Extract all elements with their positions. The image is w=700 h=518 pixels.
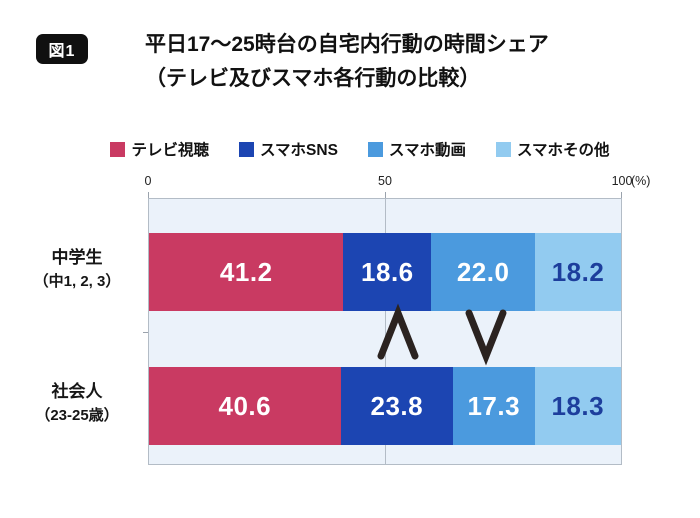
legend-item-video: スマホ動画 — [367, 138, 466, 160]
segment-value-label: 41.2 — [219, 256, 273, 287]
segment-value-label: 18.3 — [551, 390, 605, 421]
bar-segment: 41.2 — [149, 233, 344, 311]
legend-swatch-sns — [239, 141, 254, 157]
segment-value-label: 22.0 — [456, 256, 510, 287]
bar-segment: 18.2 — [535, 233, 621, 311]
legend-swatch-tv — [110, 141, 126, 157]
bar-segment: 40.6 — [149, 367, 341, 445]
segment-value-label: 17.3 — [467, 390, 521, 421]
x-axis-tick-100: 100 — [611, 174, 633, 188]
chart-title-line1: 平日17〜25時台の自宅内行動の時間シェア — [145, 33, 549, 56]
bar-segment: 18.6 — [343, 233, 432, 311]
legend-item-tv: テレビ視聴 — [110, 138, 209, 160]
category-label-workers-line2: （23-25歳） — [35, 406, 119, 424]
figure-number-badge: 図1 — [36, 34, 88, 64]
legend-swatch-video — [367, 141, 383, 157]
segment-value-label: 18.2 — [551, 256, 605, 287]
segment-value-label: 18.6 — [361, 256, 414, 287]
category-label-students-line1: 中学生 — [51, 248, 103, 267]
legend-item-sns: スマホSNS — [239, 138, 338, 160]
legend-label-sns: スマホSNS — [260, 142, 338, 159]
bar-segment: 17.3 — [452, 367, 535, 445]
legend-label-other: スマホその他 — [516, 142, 610, 159]
bar-segment: 23.8 — [340, 367, 453, 445]
axis-tick-mark-0 — [148, 192, 149, 198]
legend: テレビ視聴 スマホSNS スマホ動画 スマホその他 — [60, 138, 660, 160]
x-axis: 0 50 100 (%) — [0, 174, 700, 190]
legend-item-other: スマホその他 — [495, 138, 610, 160]
category-label-workers: 社会人 （23-25歳） — [14, 380, 140, 426]
segment-value-label: 23.8 — [370, 390, 424, 421]
legend-label-tv: テレビ視聴 — [131, 142, 209, 159]
category-axis-tick-mark — [143, 331, 148, 333]
stacked-bar-workers: 40.6 23.8 17.3 18.3 — [149, 367, 621, 445]
segment-value-label: 40.6 — [218, 390, 272, 421]
category-label-students: 中学生 （中1, 2, 3） — [14, 246, 140, 292]
x-axis-tick-0: 0 — [144, 174, 152, 188]
bar-segment: 22.0 — [431, 233, 536, 311]
figure-number-text: 図1 — [48, 43, 76, 60]
greater-than-symbol-video-icon — [465, 309, 507, 366]
stacked-bar-students: 41.2 18.6 22.0 18.2 — [149, 233, 621, 311]
axis-tick-mark-100 — [621, 192, 622, 198]
legend-swatch-other — [495, 141, 511, 157]
chart-title-line2: （テレビ及びスマホ各行動の比較） — [145, 66, 481, 90]
axis-tick-mark-50 — [385, 192, 386, 198]
chart-title: 平日17〜25時台の自宅内行動の時間シェア （テレビ及びスマホ各行動の比較） — [145, 28, 549, 95]
less-than-symbol-sns-icon — [377, 303, 419, 360]
x-axis-unit-label: (%) — [631, 174, 651, 188]
legend-label-video: スマホ動画 — [388, 142, 466, 159]
category-label-students-line2: （中1, 2, 3） — [33, 272, 121, 290]
x-axis-tick-50: 50 — [378, 174, 392, 188]
bar-segment: 18.3 — [534, 367, 621, 445]
category-label-workers-line1: 社会人 — [51, 382, 103, 401]
plot-area: 41.2 18.6 22.0 18.2 40.6 23.8 17.3 18.3 — [143, 192, 622, 465]
